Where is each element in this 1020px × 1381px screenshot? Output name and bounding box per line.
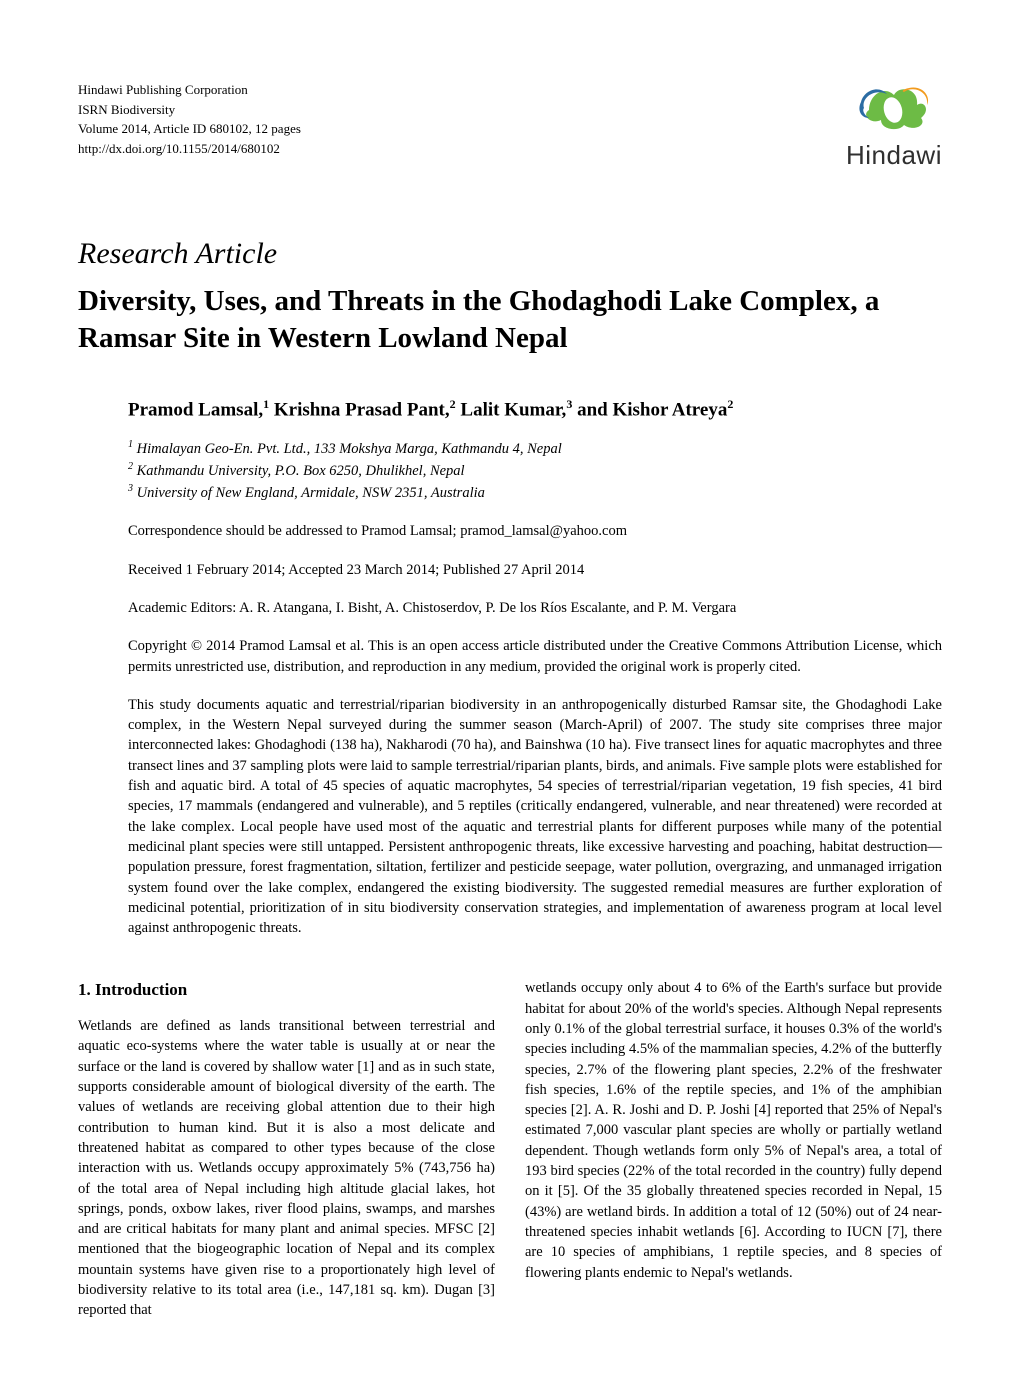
header-row: Hindawi Publishing Corporation ISRN Biod… [78, 80, 942, 173]
body-columns: 1. Introduction Wetlands are defined as … [78, 978, 942, 1320]
affiliation-3: 3 University of New England, Armidale, N… [128, 482, 942, 504]
section-heading-introduction: 1. Introduction [78, 978, 495, 1002]
academic-editors: Academic Editors: A. R. Atangana, I. Bis… [128, 598, 942, 618]
hindawi-logo-icon [849, 80, 939, 135]
publisher-name: Hindawi Publishing Corporation [78, 80, 301, 100]
affiliations-block: 1 Himalayan Geo-En. Pvt. Ltd., 133 Moksh… [128, 438, 942, 504]
affiliation-1: 1 Himalayan Geo-En. Pvt. Ltd., 133 Moksh… [128, 438, 942, 460]
publisher-logo-text: Hindawi [846, 137, 942, 173]
abstract-text: This study documents aquatic and terrest… [128, 695, 942, 939]
article-title: Diversity, Uses, and Threats in the Ghod… [78, 283, 942, 356]
doi-link: http://dx.doi.org/10.1155/2014/680102 [78, 139, 301, 159]
article-type: Research Article [78, 233, 942, 275]
article-dates: Received 1 February 2014; Accepted 23 Ma… [128, 560, 942, 580]
column-left: 1. Introduction Wetlands are defined as … [78, 978, 495, 1320]
journal-name: ISRN Biodiversity [78, 100, 301, 120]
column-right: wetlands occupy only about 4 to 6% of th… [525, 978, 942, 1320]
column-right-text: wetlands occupy only about 4 to 6% of th… [525, 978, 942, 1282]
affiliation-2: 2 Kathmandu University, P.O. Box 6250, D… [128, 460, 942, 482]
publisher-logo: Hindawi [846, 80, 942, 173]
copyright-notice: Copyright © 2014 Pramod Lamsal et al. Th… [128, 636, 942, 677]
volume-info: Volume 2014, Article ID 680102, 12 pages [78, 119, 301, 139]
publication-info: Hindawi Publishing Corporation ISRN Biod… [78, 80, 301, 158]
column-left-text: Wetlands are defined as lands transition… [78, 1016, 495, 1320]
authors-list: Pramod Lamsal,1 Krishna Prasad Pant,2 La… [128, 396, 942, 424]
correspondence-line: Correspondence should be addressed to Pr… [128, 521, 942, 541]
